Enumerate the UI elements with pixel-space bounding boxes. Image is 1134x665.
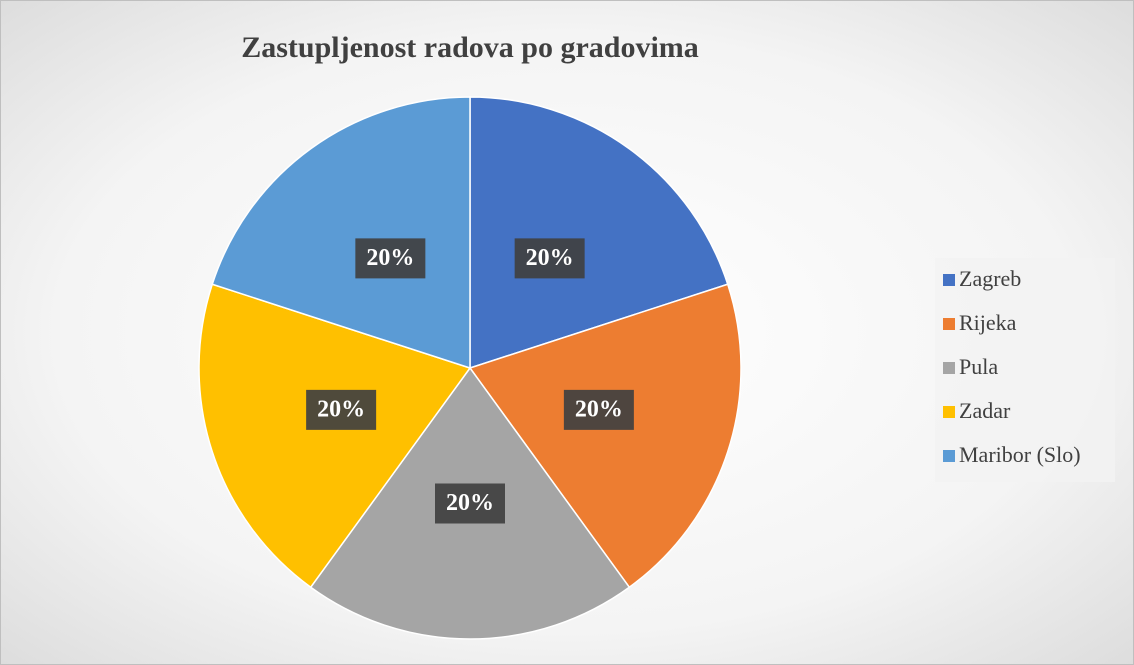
legend-swatch — [943, 274, 955, 286]
data-label: 20% — [575, 396, 623, 422]
data-label: 20% — [526, 245, 574, 271]
pie-slice — [198, 283, 472, 589]
data-label-box — [514, 238, 585, 279]
chart-title: Zastupljenost radova po gradovima — [241, 31, 699, 64]
pie-slice — [211, 96, 471, 370]
data-label-box — [306, 389, 377, 430]
legend-label: Pula — [959, 354, 998, 379]
legend-label: Rijeka — [959, 310, 1017, 335]
legend-label: Maribor (Slo) — [959, 442, 1081, 467]
data-label-box — [355, 238, 426, 279]
legend-swatch — [943, 362, 955, 374]
legend-swatch — [943, 406, 955, 418]
pie-slice — [469, 96, 729, 370]
legend-box — [935, 258, 1115, 482]
data-label-box — [435, 483, 505, 524]
data-label: 20% — [366, 245, 414, 271]
data-label-box — [563, 389, 634, 430]
legend-swatch — [943, 450, 955, 462]
pie-slice — [468, 283, 742, 589]
legend-label: Zadar — [959, 398, 1011, 423]
legend-label: Zagreb — [959, 266, 1021, 291]
data-label: 20% — [446, 490, 494, 516]
data-label: 20% — [317, 396, 365, 422]
legend-swatch — [943, 318, 955, 330]
